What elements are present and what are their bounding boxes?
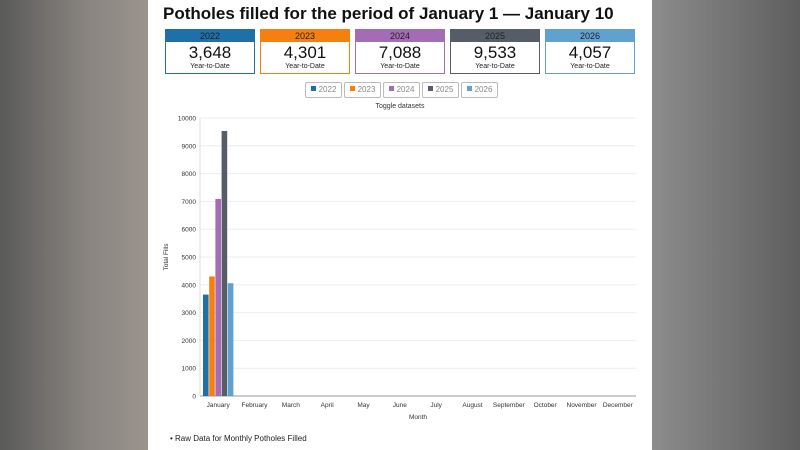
toggle-datasets-label: Toggle datasets	[375, 103, 425, 110]
card-value: 3,648	[188, 43, 232, 62]
raw-data-link-text[interactable]: Raw Data for Monthly Potholes Filled	[175, 434, 307, 443]
ytd-card-2025: 2025 9,533 Year-to-Date	[450, 29, 540, 74]
card-label: Year-to-Date	[380, 63, 420, 70]
ytd-card-2022: 2022 3,648 Year-to-Date	[165, 29, 255, 74]
ytd-card-2023: 2023 4,301 Year-to-Date	[260, 29, 350, 74]
y-tick-label: 1000	[182, 366, 197, 373]
background-left	[0, 0, 148, 450]
card-label: Year-to-Date	[475, 63, 515, 70]
card-label: Year-to-Date	[570, 63, 610, 70]
x-tick-label: January	[207, 402, 231, 409]
legend-swatch	[349, 86, 355, 91]
card-label: Year-to-Date	[285, 63, 325, 70]
y-tick-label: 6000	[182, 227, 197, 234]
x-tick-label: May	[357, 402, 370, 409]
card-value: 9,533	[473, 43, 517, 62]
bar-2022-January	[203, 294, 209, 396]
x-tick-label: December	[603, 402, 634, 409]
legend-swatch	[466, 86, 472, 91]
card-year: 2023	[261, 30, 349, 42]
page-title: Potholes filled for the period of Januar…	[163, 4, 614, 23]
x-tick-label: July	[430, 402, 442, 409]
x-tick-label: February	[241, 402, 268, 409]
legend-toggle-2022[interactable]: 2022	[305, 82, 342, 98]
legend-toggle-2024[interactable]: 2024	[383, 82, 420, 98]
y-tick-label: 9000	[182, 143, 197, 150]
ytd-card-2026: 2026 4,057 Year-to-Date	[545, 29, 635, 74]
bar-2023-January	[209, 276, 215, 396]
legend-label: 2023	[357, 85, 376, 94]
legend-label: 2025	[435, 85, 454, 94]
x-axis-title: Month	[409, 414, 427, 421]
legend-swatch	[310, 86, 316, 91]
legend-swatch	[388, 86, 394, 91]
card-value: 4,057	[568, 43, 612, 62]
y-axis-title: Total Fills	[163, 243, 170, 271]
legend-toggle-2023[interactable]: 2023	[344, 82, 381, 98]
x-tick-label: April	[321, 402, 335, 409]
x-tick-label: March	[282, 402, 300, 409]
card-year: 2026	[546, 30, 634, 42]
y-tick-label: 0	[192, 394, 196, 401]
page: Potholes filled for the period of Januar…	[148, 0, 652, 450]
background-right	[652, 0, 800, 450]
legend-label: 2026	[474, 85, 493, 94]
legend-swatch	[427, 86, 433, 91]
card-year: 2025	[451, 30, 539, 42]
x-tick-label: June	[393, 402, 407, 409]
legend-label: 2022	[318, 85, 337, 94]
bar-2026-January	[227, 283, 234, 396]
bar-2024-January	[215, 198, 221, 396]
x-tick-label: August	[462, 402, 482, 409]
x-tick-label: November	[567, 402, 598, 409]
x-tick-label: October	[534, 402, 558, 409]
y-tick-label: 2000	[182, 338, 197, 345]
ytd-card-2024: 2024 7,088 Year-to-Date	[355, 29, 445, 74]
bar-2025-January	[221, 130, 228, 396]
card-value: 7,088	[378, 43, 422, 62]
y-tick-label: 7000	[182, 199, 197, 206]
bar-chart: 0 1000 2000 3000 4000 5000 6000 7000 8000 9000 100…	[163, 116, 636, 421]
y-tick-label: 10000	[178, 116, 196, 123]
card-year: 2024	[356, 30, 444, 42]
legend-toggle-2026[interactable]: 2026	[461, 82, 498, 98]
raw-data-link[interactable]: • Raw Data for Monthly Potholes Filled	[170, 434, 307, 443]
legend-label: 2024	[396, 85, 415, 94]
card-value: 4,301	[283, 43, 327, 62]
y-tick-label: 8000	[182, 171, 197, 178]
y-tick-label: 5000	[182, 255, 197, 262]
y-tick-label: 4000	[182, 282, 197, 289]
y-tick-label: 3000	[182, 310, 197, 317]
card-label: Year-to-Date	[190, 63, 230, 70]
legend-toggle-2025[interactable]: 2025	[422, 82, 459, 98]
card-year: 2022	[166, 30, 254, 42]
x-tick-label: September	[493, 402, 526, 409]
